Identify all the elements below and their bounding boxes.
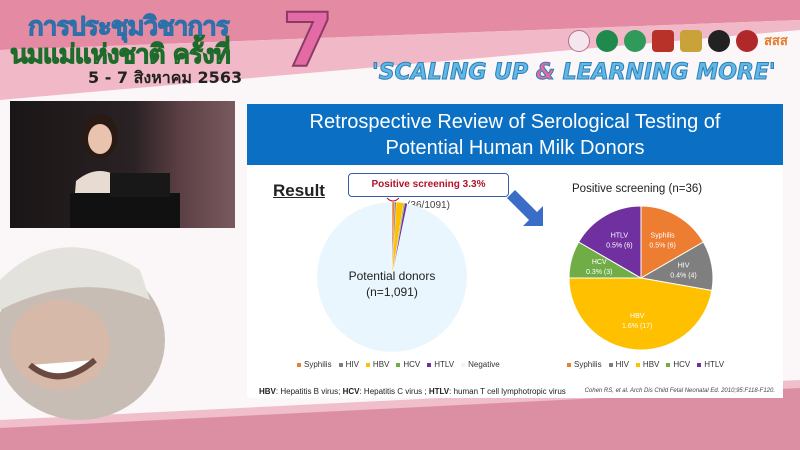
pie-slice-hbv [568, 277, 713, 351]
pie1-center-label-line1: Potential donors [349, 269, 436, 283]
pie-slice-negative [316, 201, 468, 353]
pie1-center-label-line2: (n=1,091) [366, 285, 418, 299]
legend-label: HBV [372, 360, 390, 369]
citation: Cohen RS, et al. Arch Dis Child Fetal Ne… [584, 388, 775, 394]
legend-swatch [608, 362, 613, 367]
red-seal-logo-icon [736, 30, 758, 52]
legend-swatch [567, 362, 571, 367]
legend-swatch [427, 362, 432, 367]
legend-label: Syphilis [304, 360, 332, 369]
footnote-hcv-text: : Hepatitis C virus ; [359, 387, 429, 396]
pie2-title: Positive screening (n=36) [572, 183, 703, 195]
slide-title-line2: Potential Human Milk Donors [385, 137, 645, 159]
slogan-amp: & [535, 60, 555, 86]
positive-pie-labels: Syphilis 0.5% (6) HIV 0.4% (4) HBV 1.6% (17) H… [586, 233, 697, 330]
legend-label: HCV [403, 360, 421, 369]
legend-item: Syphilis [567, 360, 602, 369]
legend-swatch [461, 362, 466, 367]
positive-screening-callout: Positive screening 3.3% (36/1091) [348, 173, 509, 211]
legend-item: Negative [461, 360, 500, 369]
pie1-legend: Syphilis HIV HBV HCV HTLV Negative [297, 360, 500, 369]
donor-pie-chart [316, 201, 468, 353]
conference-title-line1: การประชุมวิชาการ [28, 12, 231, 43]
footnote-hbv: HBV [259, 387, 276, 396]
conference-date: 5 - 7 สิงหาคม 2563 [88, 68, 243, 87]
legend-item: HIV [608, 360, 629, 369]
conference-number: 7 [281, 0, 334, 84]
footnote-hbv-text: : Hepatitis B virus; [275, 387, 343, 396]
category-label: HIV [678, 262, 690, 269]
legend-label: Syphilis [574, 360, 602, 369]
royal-logo-icon [680, 30, 702, 52]
legend-label: Negative [468, 360, 500, 369]
callout-count: (36/1091) [407, 200, 450, 211]
legend-item: HTLV [427, 360, 454, 369]
legend-item: HCV [396, 360, 420, 369]
legend-label: HTLV [704, 360, 725, 369]
arrow-icon [505, 190, 543, 226]
sponsor-logos: สสส [568, 30, 788, 52]
legend-item: HBV [365, 360, 390, 369]
data-label: 0.5% (6) [649, 243, 675, 250]
slogan: 'SCALING UP & LEARNING MORE' [372, 60, 777, 86]
legend-label: HCV [673, 360, 691, 369]
result-heading: Result [273, 181, 325, 200]
slide-title-line1: Retrospective Review of Serological Test… [309, 111, 721, 133]
footnote-hcv: HCV [342, 387, 360, 396]
data-label: 1.6% (17) [622, 323, 652, 330]
conference-title-line2: นมแม่แห่งชาติ ครั้งที่ [10, 40, 232, 71]
mother-logo-icon [568, 30, 590, 52]
legend-item: HCV [666, 360, 690, 369]
pie2-legend: Syphilis HIV HBV HCV HTLV [567, 360, 724, 369]
legend-swatch [396, 362, 401, 367]
slogan-part2: LEARNING MORE' [554, 60, 776, 86]
legend-label: HIV [615, 360, 629, 369]
speaker-figure-icon [70, 114, 180, 228]
footnote-htlv: HTLV [428, 387, 450, 396]
pie-slice-htlv [577, 205, 642, 279]
moph-logo-icon [624, 30, 646, 52]
legend-item: HBV [635, 360, 660, 369]
category-label: HCV [592, 259, 607, 266]
positive-pie-chart [568, 205, 714, 351]
thaihealth-logo: สสส [764, 34, 788, 49]
callout-percentage: Positive screening 3.3% [371, 179, 486, 190]
legend-swatch [297, 362, 301, 367]
charts: Potential donors (n=1,091) Syphilis 0.5% … [316, 190, 714, 353]
temple-logo-icon [652, 30, 674, 52]
category-label: HTLV [611, 233, 629, 240]
category-label: Syphilis [651, 233, 676, 240]
presentation-slide: Retrospective Review of Serological Test… [247, 104, 783, 398]
category-label: HBV [630, 313, 645, 320]
legend-swatch [635, 362, 640, 367]
legend-label: HIV [345, 360, 359, 369]
legend-swatch [365, 362, 370, 367]
data-label: 0.5% (6) [606, 243, 632, 250]
moph-logo-icon [596, 30, 618, 52]
legend-label: HBV [642, 360, 660, 369]
legend-item: Syphilis [297, 360, 332, 369]
speaker-video [10, 101, 235, 228]
slogan-part1: 'SCALING UP [372, 60, 536, 86]
legend-swatch [697, 362, 702, 367]
data-label: 0.3% (3) [586, 269, 612, 276]
legend-swatch [666, 362, 671, 367]
seal-logo-icon [708, 30, 730, 52]
slide-title: Retrospective Review of Serological Test… [247, 104, 783, 165]
pie-slice-syphilis [640, 205, 705, 279]
legend-item: HTLV [697, 360, 724, 369]
callout-bracket [386, 197, 400, 202]
legend-item: HIV [338, 360, 359, 369]
child-photo-background [0, 247, 165, 420]
footnote: HBV: Hepatitis B virus; HCV: Hepatitis C… [259, 387, 566, 396]
data-label: 0.4% (4) [670, 272, 696, 279]
legend-swatch [338, 362, 343, 367]
legend-label: HTLV [434, 360, 455, 369]
footnote-htlv-text: : human T cell lymphotropic virus [449, 387, 566, 396]
